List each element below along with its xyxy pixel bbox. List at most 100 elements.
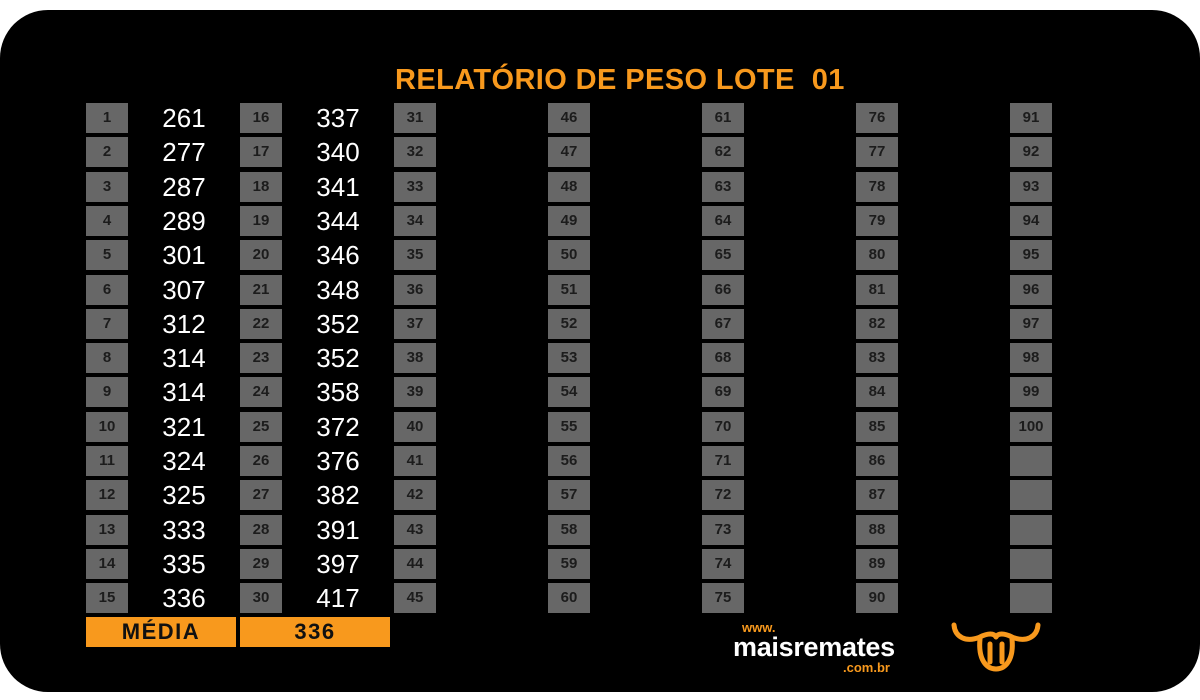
- brand-domain: .com.br: [843, 660, 890, 675]
- lot-number-box: 69: [702, 377, 744, 408]
- lot-number-box: 94: [1010, 205, 1052, 236]
- lot-number-box: 99: [1010, 377, 1052, 408]
- lot-number-box: 73: [702, 514, 744, 545]
- lot-number-box: 36: [394, 274, 436, 305]
- lot-number-box: 76: [856, 103, 898, 133]
- lot-weight: 301: [162, 240, 206, 271]
- lot-number-box: 70: [702, 411, 744, 442]
- lot-weight: 325: [162, 480, 206, 511]
- lot-number-box: 56: [548, 446, 590, 476]
- lot-weight: 314: [162, 343, 206, 374]
- lot-weight: 341: [316, 171, 360, 202]
- lot-number-box: 64: [702, 205, 744, 236]
- lot-number-box: 62: [702, 137, 744, 168]
- lot-number-box: 4: [86, 205, 128, 236]
- lot-number-box: 59: [548, 548, 590, 579]
- lot-weight: 352: [316, 308, 360, 339]
- lot-number-box: 63: [702, 171, 744, 202]
- lot-number-box: 22: [240, 308, 282, 339]
- empty-lot-box: [1010, 514, 1052, 545]
- brand-www: www.: [742, 620, 776, 635]
- lot-number-box: 71: [702, 446, 744, 476]
- lot-number-box: 47: [548, 137, 590, 168]
- lot-number-box: 97: [1010, 308, 1052, 339]
- lot-number-box: 67: [702, 308, 744, 339]
- lot-number-box: 15: [86, 583, 128, 614]
- lot-weight: 397: [316, 548, 360, 579]
- lot-number-box: 75: [702, 583, 744, 614]
- lot-number-box: 100: [1010, 411, 1052, 442]
- lot-grid: 1 261 2 277 3 287 4 289 5 301 6 307 7 312 8 314 9 314 10 32…: [86, 103, 1052, 614]
- lot-number-box: 65: [702, 240, 744, 271]
- lot-number-box: 20: [240, 240, 282, 271]
- lot-number-box: 89: [856, 548, 898, 579]
- lot-number-box: 82: [856, 308, 898, 339]
- average-value-bar: 336: [240, 617, 390, 647]
- brand-name: maisremates: [733, 632, 895, 662]
- lot-weight: 340: [316, 137, 360, 168]
- lot-number-box: 10: [86, 411, 128, 442]
- lot-number-box: 85: [856, 411, 898, 442]
- lot-number-box: 30: [240, 583, 282, 614]
- lot-number-box: 52: [548, 308, 590, 339]
- lot-number-box: 29: [240, 548, 282, 579]
- lot-number-box: 23: [240, 343, 282, 374]
- lot-number-box: 54: [548, 377, 590, 408]
- lot-number-box: 19: [240, 205, 282, 236]
- lot-number-box: 2: [86, 137, 128, 168]
- lot-number-box: 48: [548, 171, 590, 202]
- lot-number-box: 93: [1010, 171, 1052, 202]
- lot-number-box: 95: [1010, 240, 1052, 271]
- lot-number-box: 61: [702, 103, 744, 133]
- lot-number-box: 17: [240, 137, 282, 168]
- lot-weight: 352: [316, 343, 360, 374]
- lot-number-box: 26: [240, 446, 282, 476]
- lot-number-box: 35: [394, 240, 436, 271]
- lot-number-box: 6: [86, 274, 128, 305]
- lot-number-box: 13: [86, 514, 128, 545]
- lot-number-box: 7: [86, 308, 128, 339]
- lot-number-box: 14: [86, 548, 128, 579]
- lot-number-box: 1: [86, 103, 128, 133]
- lot-number-box: 92: [1010, 137, 1052, 168]
- lot-number-box: 83: [856, 343, 898, 374]
- lot-number-box: 24: [240, 377, 282, 408]
- lot-number-box: 84: [856, 377, 898, 408]
- empty-lot-box: [1010, 480, 1052, 511]
- lot-weight: 344: [316, 205, 360, 236]
- lot-weight: 358: [316, 377, 360, 408]
- lot-number-box: 41: [394, 446, 436, 476]
- empty-lot-box: [1010, 548, 1052, 579]
- lot-number-box: 50: [548, 240, 590, 271]
- lot-weight: 321: [162, 411, 206, 442]
- lot-number-box: 18: [240, 171, 282, 202]
- lot-number-box: 78: [856, 171, 898, 202]
- lot-number-box: 37: [394, 308, 436, 339]
- report-title: RELATÓRIO DE PESO LOTE 01: [395, 64, 845, 96]
- lot-number-box: 40: [394, 411, 436, 442]
- lot-weight: 324: [162, 446, 206, 476]
- lot-weight: 312: [162, 308, 206, 339]
- lot-number-box: 77: [856, 137, 898, 168]
- lot-number-box: 25: [240, 411, 282, 442]
- lot-weight: 314: [162, 377, 206, 408]
- lot-number-box: 60: [548, 583, 590, 614]
- lot-number-box: 34: [394, 205, 436, 236]
- report-card: [0, 10, 1200, 692]
- average-label-bar: MÉDIA: [86, 617, 236, 647]
- lot-number-box: 80: [856, 240, 898, 271]
- lot-number-box: 51: [548, 274, 590, 305]
- lot-number-box: 5: [86, 240, 128, 271]
- lot-number-box: 21: [240, 274, 282, 305]
- lot-weight: 372: [316, 411, 360, 442]
- lot-weight: 376: [316, 446, 360, 476]
- lot-number-box: 98: [1010, 343, 1052, 374]
- lot-number-box: 8: [86, 343, 128, 374]
- lot-number-box: 55: [548, 411, 590, 442]
- lot-weight: 287: [162, 171, 206, 202]
- lot-weight: 307: [162, 274, 206, 305]
- empty-lot-box: [1010, 583, 1052, 614]
- lot-weight: 346: [316, 240, 360, 271]
- lot-weight: 335: [162, 548, 206, 579]
